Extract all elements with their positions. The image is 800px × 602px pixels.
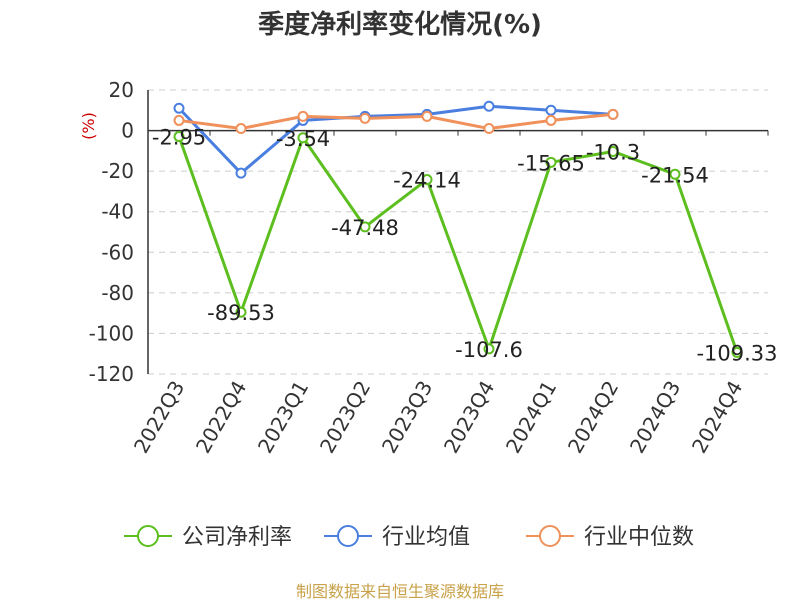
data-label: -10.3: [586, 140, 640, 164]
source-note: 制图数据来自恒生聚源数据库: [295, 582, 504, 601]
gridlines: [148, 89, 768, 375]
legend-marker: [337, 525, 359, 547]
data-point: [297, 132, 309, 144]
data-labels: -2.95 -89.53 -3.54 -47.48 -24.14 -107.6 -15.65…: [152, 126, 778, 366]
data-point: [235, 167, 247, 179]
data-label: -15.65: [517, 151, 585, 175]
y-tick-label: -20: [101, 159, 134, 183]
data-point: [607, 108, 619, 120]
legend-label: 公司净利率: [182, 525, 292, 550]
y-tick-label: -80: [101, 281, 134, 305]
data-label: -109.33: [696, 341, 777, 365]
data-point: [297, 110, 309, 122]
x-tick-label: 2024Q4: [687, 377, 747, 458]
legend-marker: [137, 525, 159, 547]
data-point: [545, 104, 557, 116]
data-point: [545, 114, 557, 126]
series-points: [173, 100, 743, 358]
x-tick-label: 2024Q1: [501, 377, 561, 458]
chart-title: 季度净利率变化情况(%): [258, 10, 542, 40]
data-point: [483, 343, 495, 355]
series-lines: [177, 104, 739, 353]
data-point: [235, 306, 247, 318]
data-point: [359, 112, 371, 124]
data-label: -107.6: [455, 338, 523, 362]
data-point: [483, 100, 495, 112]
data-point: [483, 123, 495, 135]
data-point: [235, 123, 247, 135]
data-point: [421, 174, 433, 186]
y-tick-label: -60: [101, 240, 134, 264]
x-tick-label: 2022Q4: [191, 377, 251, 458]
y-tick-label: -100: [89, 321, 134, 345]
data-point: [173, 102, 185, 114]
legend-label: 行业中位数: [584, 525, 694, 550]
x-tick-label: 2022Q3: [129, 377, 189, 458]
legend-label: 行业均值: [382, 525, 470, 550]
y-tick-label: 20: [109, 78, 134, 102]
legend: 公司净利率 行业均值 行业中位数: [124, 525, 694, 550]
data-point: [669, 168, 681, 180]
series-line-2: [178, 112, 614, 131]
y-tick-label: 0: [121, 119, 134, 143]
y-axis-unit-label: (%): [79, 112, 98, 140]
data-point: [359, 221, 371, 233]
data-point: [173, 114, 185, 126]
y-tick-label: -120: [89, 362, 134, 386]
data-point: [731, 346, 743, 358]
x-tick-label: 2023Q3: [377, 377, 437, 458]
data-point: [545, 156, 557, 168]
x-tick-label: 2023Q4: [439, 377, 499, 458]
data-label: -47.48: [331, 216, 399, 240]
data-label: -24.14: [393, 169, 461, 193]
x-tick-label: 2024Q3: [625, 377, 685, 458]
x-tick-label: 2023Q1: [253, 377, 313, 458]
x-tick-label: 2024Q2: [563, 377, 623, 458]
data-point: [421, 110, 433, 122]
x-tick-label: 2023Q2: [315, 377, 375, 458]
data-label: -89.53: [207, 301, 275, 325]
legend-marker: [539, 525, 561, 547]
y-tick-label: -40: [101, 200, 134, 224]
data-label: -3.54: [276, 127, 330, 151]
data-label: -21.54: [641, 163, 709, 187]
series-line-1: [177, 104, 614, 175]
data-point: [173, 131, 185, 143]
series-line-0: [177, 136, 739, 353]
data-label: -2.95: [152, 126, 206, 150]
data-point: [607, 145, 619, 157]
